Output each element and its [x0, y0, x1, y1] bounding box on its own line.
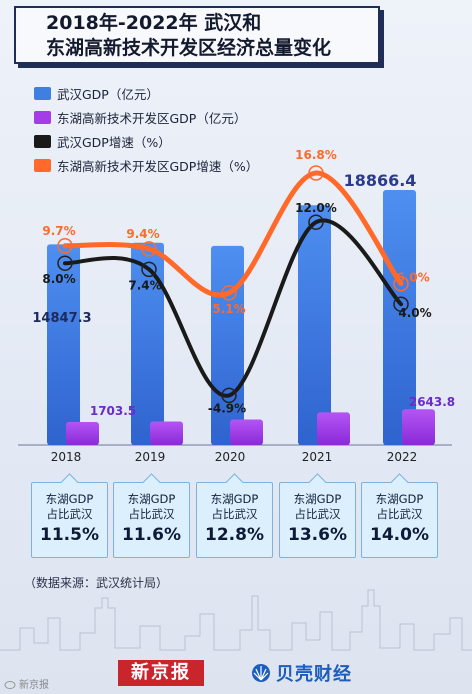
legend-swatch-wuhan-growth [34, 134, 51, 148]
beike-logo: 贝壳财经 [250, 660, 352, 686]
bar-wuhan-gdp-2021 [298, 205, 331, 445]
share-card-value: 12.8% [205, 525, 264, 545]
shell-icon [252, 664, 270, 682]
label-wuhan-growth-2022: 4.0% [398, 306, 431, 320]
share-card-2021: 东湖GDP 占比武汉 13.6% [279, 482, 356, 558]
xinjingbao-logo: 新京报 [118, 660, 204, 686]
data-source: （数据来源：武汉统计局） [24, 576, 169, 590]
point-donghu-growth-2018 [57, 238, 73, 254]
x-tick-label-2019: 2019 [135, 450, 166, 464]
label-donghu-growth-2022: 6.0% [396, 271, 429, 285]
bar-donghu-gdp-2021 [317, 412, 350, 445]
bar-donghu-gdp-2022 [402, 409, 435, 445]
label-donghu-growth-2019: 9.4% [126, 227, 159, 241]
watermark-text: 新京报 [19, 680, 49, 691]
label-donghu-growth-2018: 9.7% [42, 224, 75, 238]
point-donghu-growth-2021 [308, 165, 324, 181]
share-card-label: 东湖GDP 占比武汉 [293, 492, 342, 521]
label-donghu-growth-2020: 5.1% [212, 302, 245, 316]
label-wuhan-growth-2019: 7.4% [128, 278, 161, 292]
weibo-watermark: 新京报 [4, 676, 49, 691]
point-wuhan-growth-2019 [141, 261, 157, 278]
legend: 武汉GDP（亿元） 东湖高新技术开发区GDP（亿元） 武汉GDP增速（%） 东湖… [34, 82, 258, 178]
share-card-value: 13.6% [288, 525, 347, 545]
label-wuhan-gdp-2022: 18866.4 [344, 171, 417, 190]
label-wuhan-growth-2018: 8.0% [42, 272, 75, 286]
share-card-value: 14.0% [370, 525, 429, 545]
line-donghu-growth [62, 170, 404, 298]
city-skyline-decoration [0, 589, 472, 651]
point-wuhan-growth-2022 [393, 296, 409, 312]
legend-item-wuhan-gdp: 武汉GDP（亿元） [34, 82, 258, 104]
share-card-2019: 东湖GDP 占比武汉 11.6% [113, 482, 190, 558]
point-wuhan-growth-2018 [57, 255, 73, 271]
share-card-2022: 东湖GDP 占比武汉 14.0% [361, 482, 438, 558]
point-wuhan-growth-2021 [308, 214, 324, 230]
gdp-chart: 2018 2019 2020 2021 2022 9.7% 9.4% 5.1% 16.8% 6.0… [18, 148, 455, 464]
bar-donghu-gdp-2019 [150, 421, 183, 445]
label-wuhan-growth-2020: -4.9% [208, 401, 246, 415]
weibo-icon [4, 680, 16, 689]
bar-donghu-gdp-2018 [66, 421, 99, 445]
legend-label-donghu-gdp: 东湖高新技术开发区GDP（亿元） [57, 110, 247, 126]
point-donghu-growth-2022 [393, 275, 409, 292]
label-donghu-growth-2021: 16.8% [295, 148, 337, 162]
bar-donghu-gdp-2020 [230, 419, 263, 445]
legend-item-donghu-growth: 东湖高新技术开发区GDP增速（%） [34, 154, 258, 176]
point-donghu-growth-2019 [141, 241, 157, 257]
title-line-2: 东湖高新技术开发区经济总量变化 [46, 37, 332, 59]
share-card-label: 东湖GDP 占比武汉 [45, 492, 94, 521]
label-donghu-gdp-2018: 1703.5 [90, 404, 136, 418]
bar-wuhan-gdp-2022 [383, 190, 416, 445]
legend-label-wuhan-growth: 武汉GDP增速（%） [57, 134, 171, 150]
share-card-2018: 东湖GDP 占比武汉 11.5% [31, 482, 108, 558]
legend-swatch-donghu-gdp [34, 110, 51, 124]
share-card-label: 东湖GDP 占比武汉 [375, 492, 424, 521]
x-tick-label-2020: 2020 [215, 450, 246, 464]
legend-item-donghu-gdp: 东湖高新技术开发区GDP（亿元） [34, 106, 258, 128]
legend-item-wuhan-growth: 武汉GDP增速（%） [34, 130, 258, 152]
point-donghu-growth-2020 [221, 285, 237, 301]
chart-title: 2018年-2022年 武汉和 东湖高新技术开发区经济总量变化 [14, 6, 380, 64]
title-line-1: 2018年-2022年 武汉和 [46, 12, 262, 34]
x-tick-label-2018: 2018 [51, 450, 82, 464]
legend-label-wuhan-gdp: 武汉GDP（亿元） [57, 86, 159, 102]
share-card-value: 11.6% [122, 525, 181, 545]
legend-swatch-wuhan-gdp [34, 86, 51, 100]
share-card-2020: 东湖GDP 占比武汉 12.8% [196, 482, 273, 558]
legend-label-donghu-growth: 东湖高新技术开发区GDP增速（%） [57, 158, 259, 174]
point-wuhan-growth-2020 [221, 387, 237, 404]
share-card-value: 11.5% [40, 525, 99, 545]
x-tick-label-2022: 2022 [387, 450, 418, 464]
x-tick-label-2021: 2021 [302, 450, 333, 464]
bar-wuhan-gdp-2019 [131, 242, 164, 445]
label-wuhan-growth-2021: 12.0% [295, 201, 337, 215]
share-card-label: 东湖GDP 占比武汉 [127, 492, 176, 521]
label-wuhan-gdp-2018: 14847.3 [32, 311, 91, 326]
bar-wuhan-gdp-2018 [47, 244, 80, 445]
beike-logo-text: 贝壳财经 [276, 664, 352, 685]
label-donghu-gdp-2022: 2643.8 [409, 395, 455, 409]
share-card-label: 东湖GDP 占比武汉 [210, 492, 259, 521]
legend-swatch-donghu-growth [34, 158, 51, 172]
